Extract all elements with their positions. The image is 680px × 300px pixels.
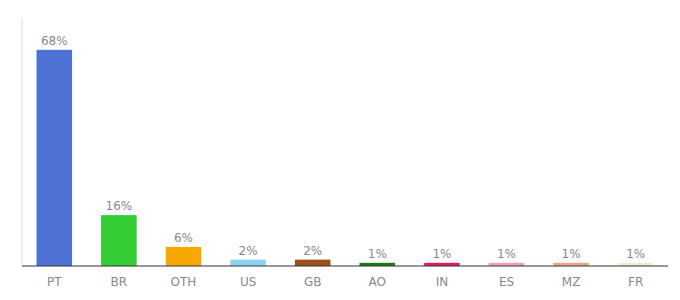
data-label: 16% [106, 199, 133, 213]
y-axis-line [22, 18, 23, 266]
x-tick-label: BR [111, 275, 128, 289]
bar [37, 50, 73, 266]
chart-svg: 68% 16% 6% 2% 2% 1% 1% 1% 1% 1% PT BR OTH US GB AO IN ES M… [0, 0, 680, 300]
bar [101, 215, 137, 266]
data-labels: 68% 16% 6% 2% 2% 1% 1% 1% 1% 1% [41, 34, 645, 261]
x-tick-label: ES [499, 275, 514, 289]
data-label: 6% [174, 231, 193, 245]
data-label: 1% [432, 247, 451, 261]
chart-container: 68% 16% 6% 2% 2% 1% 1% 1% 1% 1% PT BR OTH US GB AO IN ES M… [0, 0, 680, 300]
bars [37, 50, 654, 266]
bar [166, 247, 202, 266]
x-tick-label: AO [369, 275, 386, 289]
data-label: 2% [303, 244, 322, 258]
x-tick-label: US [240, 275, 256, 289]
x-tick-label: GB [304, 275, 322, 289]
x-tick-label: FR [628, 275, 643, 289]
x-tick-label: MZ [562, 275, 581, 289]
data-label: 68% [41, 34, 68, 48]
bar [230, 260, 266, 266]
bar [295, 260, 331, 266]
x-tick-label: PT [47, 275, 62, 289]
x-ticks: PT BR OTH US GB AO IN ES MZ FR [47, 275, 643, 289]
x-axis-line [22, 265, 668, 266]
data-label: 1% [368, 247, 387, 261]
data-label: 1% [626, 247, 645, 261]
data-label: 1% [497, 247, 516, 261]
x-tick-label: IN [436, 275, 449, 289]
x-tick-label: OTH [171, 275, 197, 289]
data-label: 2% [239, 244, 258, 258]
data-label: 1% [562, 247, 581, 261]
